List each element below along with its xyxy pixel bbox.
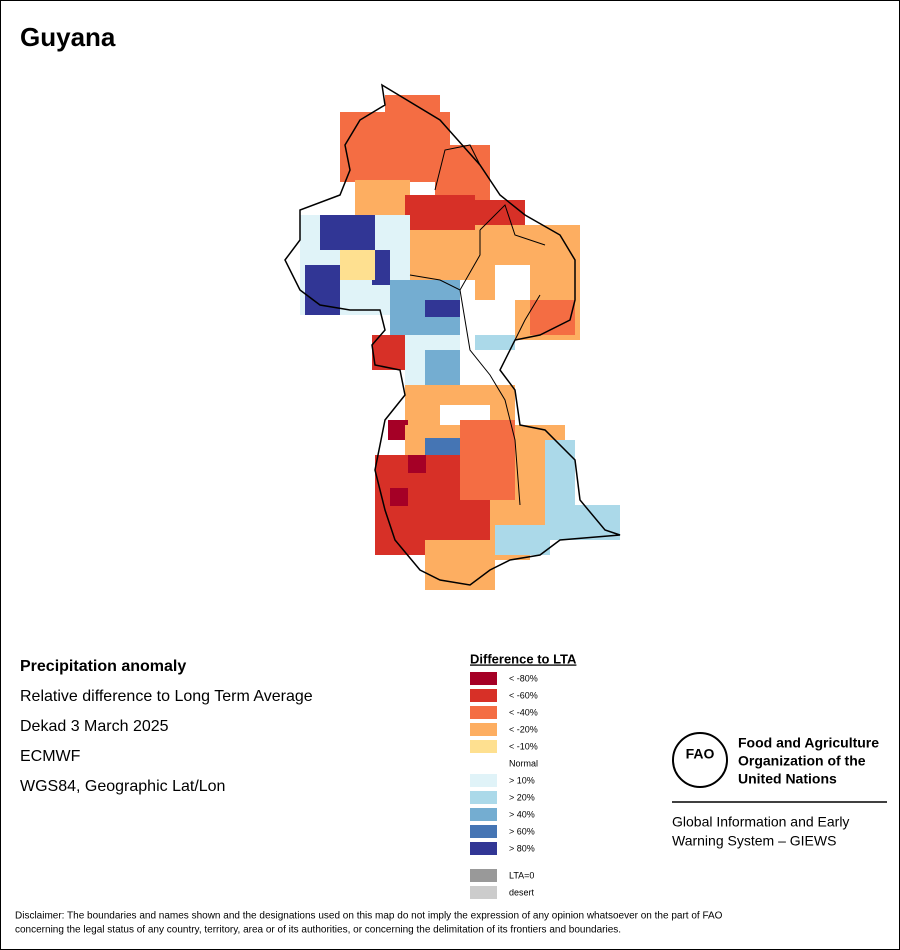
- legend-label: > 60%: [509, 826, 535, 836]
- legend-label: Normal: [509, 758, 538, 768]
- legend-label: < -10%: [509, 741, 538, 751]
- legend-swatch: [470, 723, 497, 736]
- info-line: Dekad 3 March 2025: [20, 718, 169, 735]
- info-line: Relative difference to Long Term Average: [20, 688, 313, 705]
- legend-swatch: [470, 774, 497, 787]
- legend-label: > 10%: [509, 775, 535, 785]
- info-line: WGS84, Geographic Lat/Lon: [20, 778, 225, 795]
- logo-text: FAO: [686, 746, 715, 762]
- legend-swatch: [470, 842, 497, 855]
- org-name: United Nations: [738, 771, 837, 787]
- disclaimer: concerning the legal status of any count…: [15, 925, 621, 936]
- legend-label: LTA=0: [509, 870, 534, 880]
- map: [284, 83, 621, 590]
- disclaimer: Disclaimer: The boundaries and names sho…: [15, 911, 723, 922]
- legend-swatch: [470, 869, 497, 882]
- giews-name: Global Information and Early: [672, 814, 849, 830]
- legend-label: < -60%: [509, 690, 538, 700]
- legend-swatch: [470, 791, 497, 804]
- fao-logo: FAO: [672, 732, 728, 788]
- map-title: Guyana: [20, 22, 116, 52]
- org-name: Food and Agriculture: [738, 735, 879, 751]
- legend-swatch: [470, 740, 497, 753]
- legend-swatch: [470, 689, 497, 702]
- legend-swatch: [470, 886, 497, 899]
- legend-label: > 40%: [509, 809, 535, 819]
- legend-label: > 80%: [509, 843, 535, 853]
- legend-swatch: [470, 672, 497, 685]
- info-line: ECMWF: [20, 748, 81, 765]
- legend-label: desert: [509, 887, 535, 897]
- legend-title: Difference to LTA: [470, 651, 577, 666]
- org-name: Organization of the: [738, 753, 866, 769]
- legend-label: < -80%: [509, 673, 538, 683]
- legend-label: < -20%: [509, 724, 538, 734]
- legend-label: > 20%: [509, 792, 535, 802]
- legend-swatch: [470, 825, 497, 838]
- giews-name: Warning System – GIEWS: [672, 833, 836, 849]
- legend-label: < -40%: [509, 707, 538, 717]
- legend-swatch: [470, 706, 497, 719]
- legend-swatch: [470, 808, 497, 821]
- info-heading: Precipitation anomaly: [20, 658, 186, 675]
